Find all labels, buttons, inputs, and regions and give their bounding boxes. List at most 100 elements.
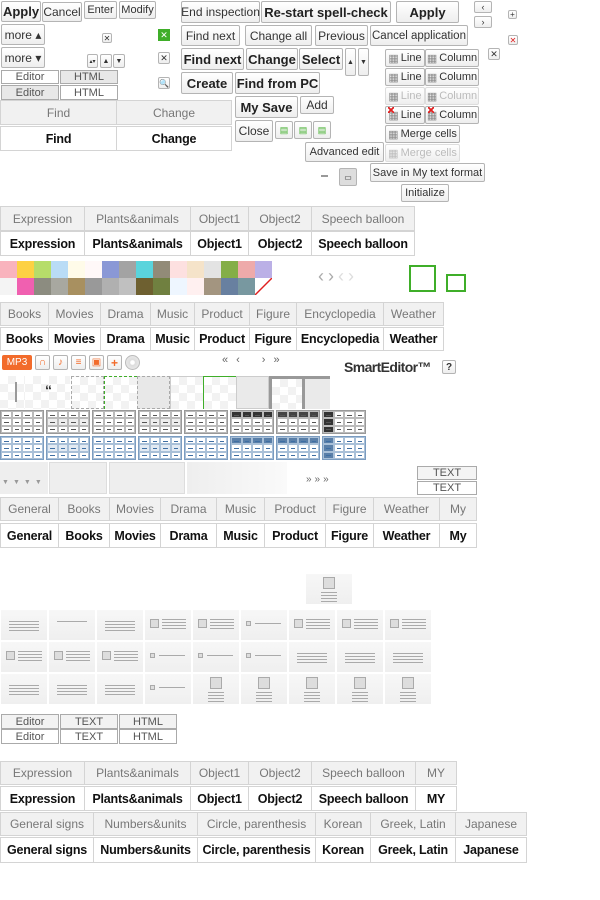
- pattern-swatch[interactable]: [34, 261, 51, 278]
- template-layout[interactable]: [241, 642, 287, 672]
- tab-movies[interactable]: Movies: [109, 497, 160, 521]
- table-style-gray[interactable]: [276, 410, 320, 434]
- align-right-icon[interactable]: ▤: [313, 121, 331, 139]
- tab-speech-balloon[interactable]: Speech balloon: [311, 786, 415, 811]
- text-button[interactable]: TEXT: [417, 481, 477, 495]
- pattern-swatch[interactable]: [221, 261, 238, 278]
- pattern-swatch[interactable]: [204, 278, 221, 295]
- tab-music[interactable]: Music: [150, 327, 194, 351]
- first-page-icon[interactable]: «: [222, 354, 229, 366]
- tab-object1[interactable]: Object1: [190, 786, 248, 811]
- align-left-icon[interactable]: ▤: [294, 121, 312, 139]
- add-button[interactable]: Add: [300, 96, 334, 114]
- plus-icon[interactable]: +: [107, 355, 122, 370]
- tab-books[interactable]: Books: [58, 497, 109, 521]
- tab-greek-latin[interactable]: Greek, Latin: [370, 812, 455, 836]
- more-arrows-icon[interactable]: »»»: [306, 474, 332, 485]
- template-layout[interactable]: [49, 642, 95, 672]
- template-layout[interactable]: [289, 642, 335, 672]
- find-next-button[interactable]: Find next: [181, 25, 240, 46]
- pattern-swatch[interactable]: [102, 261, 119, 278]
- tab-expression[interactable]: Expression: [0, 231, 84, 256]
- template-layout[interactable]: [241, 674, 287, 704]
- tab-product[interactable]: Product: [194, 302, 249, 326]
- tab-general-signs[interactable]: General signs: [0, 812, 93, 836]
- table-line-button-1[interactable]: ▦ Line: [385, 49, 425, 67]
- quote-style-thick-shaded[interactable]: [302, 376, 330, 409]
- tab-speech-balloon[interactable]: Speech balloon: [311, 231, 415, 256]
- pattern-swatch[interactable]: [170, 278, 187, 295]
- quote-style-line[interactable]: [170, 376, 203, 409]
- pattern-swatch[interactable]: [85, 278, 102, 295]
- restart-spellcheck-button[interactable]: Re-start spell-check: [261, 1, 391, 23]
- tab-weather[interactable]: Weather: [373, 497, 439, 521]
- tab-japanese[interactable]: Japanese: [455, 812, 527, 836]
- plus-icon[interactable]: +: [508, 10, 517, 19]
- tab-movies[interactable]: Movies: [48, 302, 100, 326]
- mode-editor-tab[interactable]: Editor: [1, 714, 59, 729]
- end-inspection-button[interactable]: End inspection: [181, 1, 260, 23]
- html-tab[interactable]: HTML: [60, 70, 118, 84]
- pattern-swatch[interactable]: [221, 278, 238, 295]
- cd-icon[interactable]: [125, 355, 140, 370]
- tab-find[interactable]: Find: [0, 126, 116, 151]
- apply-button[interactable]: Apply: [396, 1, 459, 23]
- pattern-swatch[interactable]: [68, 278, 85, 295]
- mode-html-tab[interactable]: HTML: [119, 714, 177, 729]
- tab-plants-animals[interactable]: Plants&animals: [84, 206, 190, 231]
- tab-general[interactable]: General: [0, 523, 58, 548]
- tab-expression[interactable]: Expression: [0, 206, 84, 231]
- pattern-swatch[interactable]: [68, 261, 85, 278]
- mode-html-tab[interactable]: HTML: [119, 729, 177, 744]
- pattern-swatch[interactable]: [187, 261, 204, 278]
- close-icon[interactable]: ✕: [158, 52, 170, 64]
- template-layout[interactable]: [337, 610, 383, 640]
- quote-style-box[interactable]: [236, 376, 269, 409]
- text-button[interactable]: TEXT: [417, 466, 477, 480]
- tab-circle-parenthesis[interactable]: Circle, parenthesis: [197, 837, 315, 863]
- tab-japanese[interactable]: Japanese: [455, 837, 527, 863]
- tab-object1[interactable]: Object1: [190, 231, 248, 256]
- template-layout[interactable]: [289, 610, 335, 640]
- tab-object2[interactable]: Object2: [248, 206, 311, 231]
- tab-drama[interactable]: Drama: [100, 302, 150, 326]
- mode-editor-tab[interactable]: Editor: [1, 729, 59, 744]
- tab-encyclopedia[interactable]: Encyclopedia: [296, 302, 383, 326]
- chevron-right-icon[interactable]: ›: [474, 16, 492, 28]
- delete-icon[interactable]: ✕: [508, 35, 518, 45]
- initialize-button[interactable]: Initialize: [401, 184, 449, 202]
- previous-button[interactable]: Previous: [315, 25, 368, 46]
- tv-icon[interactable]: ▣: [89, 355, 104, 370]
- template-layout[interactable]: [385, 610, 431, 640]
- template-layout[interactable]: [385, 642, 431, 672]
- template-layout[interactable]: [241, 610, 287, 640]
- pattern-swatch[interactable]: [119, 278, 136, 295]
- tab-weather[interactable]: Weather: [383, 327, 444, 351]
- table-style-gray[interactable]: [46, 410, 90, 434]
- pattern-swatch[interactable]: [170, 261, 187, 278]
- table-style-blue[interactable]: [138, 436, 182, 460]
- cancel-application-button[interactable]: Cancel application: [370, 25, 468, 46]
- tab-plants-animals[interactable]: Plants&animals: [84, 231, 190, 256]
- maximize-icon[interactable]: ▭: [339, 168, 357, 186]
- find-from-pc-button[interactable]: Find from PC: [235, 72, 320, 94]
- tab-product[interactable]: Product: [194, 327, 249, 351]
- pattern-swatch[interactable]: [238, 261, 255, 278]
- template-layout[interactable]: [97, 610, 143, 640]
- tab-korean[interactable]: Korean: [315, 837, 370, 863]
- help-button[interactable]: ?: [442, 360, 456, 374]
- quote-style-mark[interactable]: “: [25, 376, 70, 409]
- save-my-text-format-button[interactable]: Save in My text format: [370, 163, 485, 182]
- table-column-button-2[interactable]: ▦ Column: [425, 68, 479, 86]
- tab-general[interactable]: General: [0, 497, 58, 521]
- tab-my[interactable]: My: [439, 497, 477, 521]
- merge-cells-button[interactable]: ▦ Merge cells: [385, 125, 460, 143]
- arrow-down-icon[interactable]: ▼: [113, 54, 125, 68]
- tab-find[interactable]: Find: [0, 100, 116, 125]
- pattern-swatch[interactable]: [17, 261, 34, 278]
- change-all-button[interactable]: Change all: [245, 25, 312, 46]
- list-icon[interactable]: ≡: [71, 355, 86, 370]
- tab-music[interactable]: Music: [216, 497, 264, 521]
- my-save-button[interactable]: My Save: [235, 96, 298, 118]
- arrow-up-icon[interactable]: ▲: [345, 48, 356, 76]
